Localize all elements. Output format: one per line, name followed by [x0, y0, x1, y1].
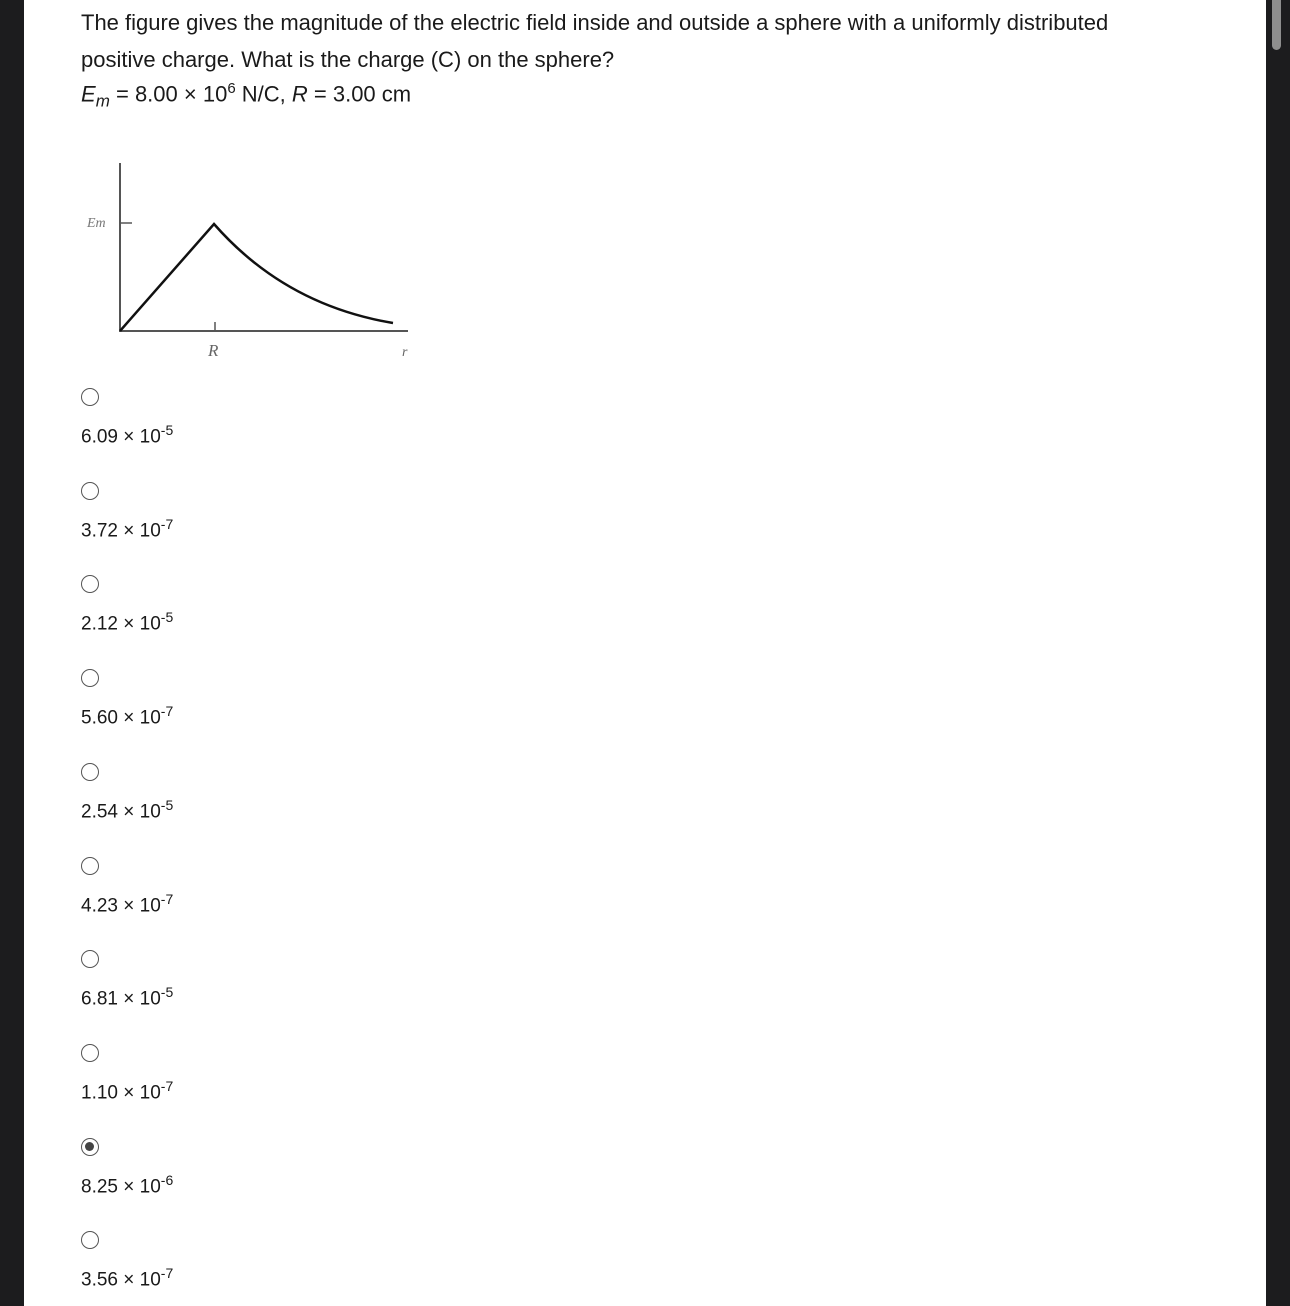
answer-exponent: -5 — [160, 984, 174, 1001]
question-text: The figure gives the magnitude of the el… — [81, 10, 1109, 72]
answer-radio[interactable] — [81, 575, 99, 594]
answer-radio[interactable] — [81, 669, 99, 688]
answer-mantissa: 5.60 × 10 — [81, 707, 161, 729]
answer-mantissa: 8.25 × 10 — [81, 1175, 161, 1197]
answer-exponent: -5 — [160, 422, 174, 438]
em-symbol: E — [81, 81, 96, 107]
answer-label[interactable]: 4.23 × 10-7 — [81, 891, 173, 917]
answer-exponent: -7 — [160, 703, 174, 720]
answer-radio[interactable] — [81, 481, 99, 500]
answer-mantissa: 1.10 × 10 — [81, 1082, 161, 1104]
answer-exponent: -5 — [160, 796, 174, 813]
answer-mantissa: 6.09 × 10 — [81, 426, 161, 448]
answer-exponent: -7 — [160, 515, 174, 532]
answer-label[interactable]: 3.72 × 10-7 — [81, 516, 173, 542]
answer-exponent: -7 — [160, 1077, 174, 1094]
answer-mantissa: 2.12 × 10 — [81, 613, 161, 635]
answer-radio[interactable] — [81, 388, 99, 406]
answer-mantissa: 6.81 × 10 — [81, 988, 161, 1010]
answer-radio[interactable] — [81, 1043, 99, 1062]
r-symbol: R — [291, 81, 308, 107]
em-exponent: 6 — [227, 80, 236, 97]
em-value: = 8.00 × 10 — [115, 81, 228, 107]
answer-radio[interactable] — [81, 1137, 99, 1156]
answer-mantissa: 3.72 × 10 — [81, 520, 161, 542]
field-graph: Em R r — [86, 163, 408, 360]
answer-mantissa: 4.23 × 10 — [81, 894, 161, 916]
answer-radio[interactable] — [81, 762, 99, 781]
answer-exponent: -5 — [160, 609, 174, 626]
given-values: Em = 8.00 × 106 N/C, R = 3.00 cm — [81, 80, 411, 112]
r-value: = 3.00 cm — [307, 81, 412, 107]
answer-exponent: -7 — [160, 1265, 174, 1282]
em-label: Em — [86, 216, 106, 231]
scrollbar-thumb[interactable] — [1272, 0, 1281, 50]
answer-label[interactable]: 2.54 × 10-5 — [81, 797, 173, 823]
answer-radio[interactable] — [81, 1231, 99, 1250]
answer-label[interactable]: 6.09 × 10-5 — [81, 422, 173, 448]
answer-label[interactable]: 6.81 × 10-5 — [81, 984, 173, 1010]
field-curve — [119, 222, 394, 332]
answer-label[interactable]: 5.60 × 10-7 — [81, 703, 173, 729]
answer-label[interactable]: 3.56 × 10-7 — [81, 1265, 173, 1291]
answer-label[interactable]: 2.12 × 10-5 — [81, 609, 173, 635]
answer-exponent: -7 — [160, 890, 174, 907]
answer-radio[interactable] — [81, 950, 99, 969]
answer-mantissa: 2.54 × 10 — [81, 801, 161, 823]
em-subscript: m — [95, 91, 110, 111]
r-tick-label: R — [207, 341, 219, 360]
answer-radio[interactable] — [81, 856, 99, 875]
question-page — [24, 0, 1266, 1306]
answer-label[interactable]: 1.10 × 10-7 — [81, 1078, 173, 1104]
em-unit: N/C, — [235, 81, 292, 107]
scrollbar-track[interactable] — [1266, 0, 1290, 1306]
answer-exponent: -6 — [160, 1171, 174, 1188]
x-axis-label: r — [402, 345, 408, 360]
answer-label[interactable]: 8.25 × 10-6 — [81, 1172, 173, 1198]
answer-mantissa: 3.56 × 10 — [81, 1269, 161, 1291]
